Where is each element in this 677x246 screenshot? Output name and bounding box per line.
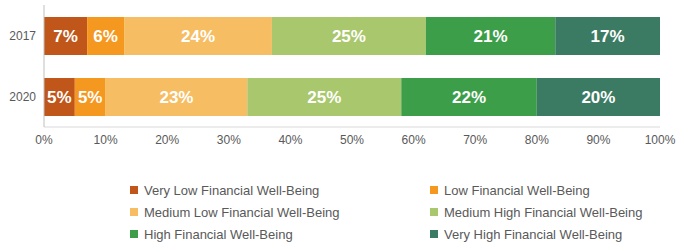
svg-text:17%: 17%	[591, 27, 625, 46]
svg-text:24%: 24%	[181, 27, 215, 46]
svg-text:20%: 20%	[155, 133, 179, 147]
svg-text:25%: 25%	[332, 27, 366, 46]
svg-text:2020: 2020	[9, 90, 36, 104]
svg-text:90%: 90%	[586, 133, 610, 147]
svg-text:23%: 23%	[159, 88, 193, 107]
svg-text:10%: 10%	[94, 133, 118, 147]
html-text:Medium High Financial Well-Bei: Medium High Financial Well-Being	[444, 204, 643, 220]
html-text:Very High Financial Well-Being: Very High Financial Well-Being	[444, 226, 623, 242]
svg-text:60%: 60%	[402, 133, 426, 147]
svg-text:70%: 70%	[463, 133, 487, 147]
html-text:Low Financial Well-Being: Low Financial Well-Being	[444, 182, 590, 198]
html-text:High Financial Well-Being: High Financial Well-Being	[144, 226, 293, 242]
svg-text:7%: 7%	[53, 27, 78, 46]
svg-text:5%: 5%	[78, 88, 103, 107]
svg-text:6%: 6%	[93, 27, 118, 46]
svg-text:80%: 80%	[525, 133, 549, 147]
svg-text:21%: 21%	[474, 27, 508, 46]
svg-text:25%: 25%	[307, 88, 341, 107]
html-text:Medium Low Financial Well-Bein: Medium Low Financial Well-Being	[144, 204, 340, 220]
svg-text:50%: 50%	[340, 133, 364, 147]
svg-text:5%: 5%	[47, 88, 72, 107]
svg-text:40%: 40%	[278, 133, 302, 147]
svg-text:30%: 30%	[217, 133, 241, 147]
svg-text:100%: 100%	[645, 133, 669, 147]
html-text:Very Low Financial Well-Being: Very Low Financial Well-Being	[144, 182, 320, 198]
svg-text:22%: 22%	[452, 88, 486, 107]
svg-text:2017: 2017	[9, 29, 36, 43]
svg-text:20%: 20%	[581, 88, 615, 107]
svg-text:0%: 0%	[35, 133, 53, 147]
